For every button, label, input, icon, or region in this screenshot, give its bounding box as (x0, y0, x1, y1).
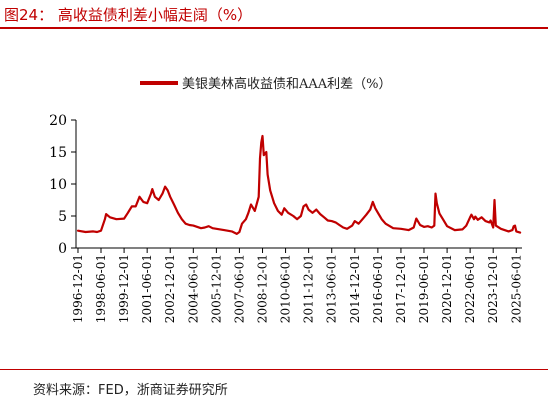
x-tick-label: 2011-12-01 (302, 254, 316, 323)
x-tick-label: 2016-06-01 (371, 254, 385, 323)
x-tick-label: 2007-06-01 (232, 254, 246, 323)
x-tick-label: 2004-06-01 (186, 254, 200, 323)
chart-plot-area (76, 134, 522, 235)
x-tick-label: 1999-12-01 (117, 254, 131, 323)
x-tick-label: 2022-06-01 (463, 254, 477, 323)
x-tick-label: 2025-06-01 (509, 254, 523, 323)
chart-legend: 美银美林高收益债和AAA利差（%） (140, 76, 392, 92)
y-tick-label: 15 (49, 145, 67, 161)
x-tick-label: 2010-06-01 (279, 254, 293, 323)
x-tick-label: 2014-12-01 (348, 254, 362, 323)
y-tick-label: 20 (49, 113, 67, 129)
x-tick-label: 2005-12-01 (209, 254, 223, 323)
chart-axes: 0 5 10 15 20 1996-12-01 1998-06-01 1999-12-01 20… (49, 113, 523, 323)
source-note: 资料来源：FED，浙商证券研究所 (33, 383, 228, 398)
title-rule (0, 27, 548, 29)
x-tick-label: 2017-12-01 (394, 254, 408, 323)
x-tick-label: 2023-12-01 (486, 254, 500, 323)
x-tick-label: 1996-12-01 (71, 254, 85, 323)
legend-label: 美银美林高收益债和AAA利差（%） (182, 76, 392, 92)
x-tick-label: 1998-06-01 (94, 254, 108, 323)
y-tick-label: 5 (58, 209, 67, 225)
x-tick-label: 2008-12-01 (256, 254, 270, 323)
y-tick-label: 10 (49, 177, 67, 193)
x-tick-label: 2002-12-01 (163, 254, 177, 323)
series-line (76, 134, 522, 235)
line-chart: 美银美林高收益债和AAA利差（%） 0 5 10 15 20 1996-12-01 1998… (49, 76, 523, 323)
x-tick-label: 2020-12-01 (440, 254, 454, 323)
y-tick-label: 0 (58, 241, 67, 257)
source-rule (0, 369, 548, 370)
figure-title: 图24： 高收益债利差小幅走阔（%） (4, 6, 253, 24)
x-tick-label: 2019-06-01 (417, 254, 431, 323)
x-tick-label: 2013-06-01 (325, 254, 339, 323)
x-tick-label: 2001-06-01 (140, 254, 154, 323)
